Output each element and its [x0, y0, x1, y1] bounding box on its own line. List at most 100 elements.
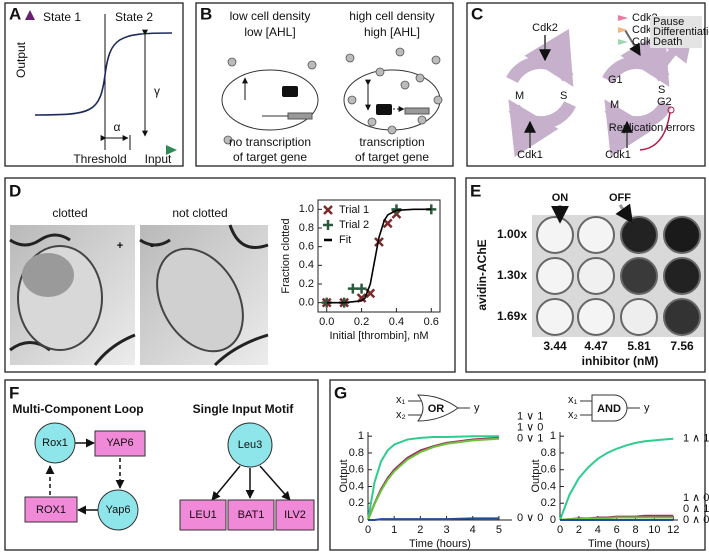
series-label: 1 ∧ 1 — [683, 433, 709, 445]
y-tick-label: 0.2 — [541, 497, 556, 509]
outcome: no transcription — [229, 135, 311, 149]
phase: G1 — [608, 74, 623, 86]
protein — [282, 86, 298, 97]
gate-output: y — [474, 402, 480, 414]
x-tick-label: 0 — [557, 524, 563, 536]
legend-marker — [323, 205, 333, 215]
phase: G2 — [657, 96, 672, 108]
legend-mark — [618, 27, 628, 33]
panel-label: C — [471, 4, 483, 23]
gate-input: x₁ — [396, 394, 406, 406]
outcome: of target gene — [355, 150, 429, 164]
legend-marker — [323, 220, 333, 230]
condition: high [AHL] — [364, 25, 420, 39]
column-label: 4.47 — [584, 339, 608, 353]
fate: Differentiation — [653, 26, 709, 38]
channel — [9, 224, 269, 367]
data-line — [326, 208, 432, 304]
y-axis-label: Fraction clotted — [280, 218, 292, 293]
x-tick-label: 0.0 — [319, 316, 334, 328]
series-label: 0 ∧ 1 — [683, 503, 709, 515]
node-label: Leu3 — [238, 439, 262, 451]
legend-label: Trial 1 — [339, 204, 369, 216]
data-line — [367, 437, 499, 521]
protein-node — [97, 489, 139, 531]
fate-box — [650, 16, 702, 48]
legend-label: Fit — [339, 234, 351, 246]
y-tick-label: 0.6 — [299, 241, 314, 253]
cell — [221, 69, 319, 131]
y-tick-label: 0.4 — [299, 259, 314, 271]
panel-label: A — [9, 4, 21, 23]
outcome: transcription — [359, 135, 424, 149]
series-label: 1 ∨ 0 — [517, 422, 543, 434]
panel-frame — [4, 379, 319, 551]
protein-node — [34, 422, 76, 464]
alpha: α — [114, 120, 121, 134]
data-point — [356, 283, 367, 294]
x-tick-label: 6 — [614, 524, 620, 536]
x-tick-label: 4 — [595, 524, 601, 536]
legend-label: Trial 2 — [339, 219, 369, 231]
panel-frame — [465, 177, 706, 373]
node-label: ROX1 — [36, 504, 66, 516]
axis-label: Input — [145, 152, 172, 166]
legend-mark — [618, 39, 628, 45]
state: OFF — [609, 192, 631, 204]
photo-caption: clotted — [52, 206, 87, 220]
protein-node — [227, 422, 273, 468]
node-label: YAP6 — [106, 437, 133, 449]
column-label: 3.44 — [543, 339, 567, 353]
gate-name: AND — [597, 403, 621, 415]
y-tick-label: 0.2 — [299, 278, 314, 290]
y-tick-label: 0.6 — [349, 464, 364, 476]
node-label: Yap6 — [106, 504, 131, 516]
panel-frame — [329, 379, 706, 551]
panel-frame — [466, 2, 706, 167]
fate: Pause — [653, 16, 684, 28]
arrow — [615, 203, 634, 224]
row-label: 1.69x — [497, 309, 527, 323]
x-tick-label: 4 — [470, 524, 476, 536]
cdk: Cdk1 — [605, 149, 631, 161]
row-label: 1.00x — [497, 227, 527, 241]
x-tick-label: 0.2 — [354, 316, 369, 328]
x-axis-label: Time (hours) — [588, 538, 650, 550]
series-label: 0 ∨ 1 — [517, 433, 543, 445]
threshold-label: Threshold — [73, 152, 126, 166]
gamma: γ — [154, 84, 160, 98]
gate-input: x₂ — [568, 409, 578, 421]
x-tick-label: 8 — [632, 524, 638, 536]
x-tick-label: 0.4 — [389, 316, 404, 328]
data-point — [374, 237, 384, 247]
plus: + — [117, 240, 123, 252]
photo-caption: not clotted — [172, 206, 227, 220]
y-axis-label: Output — [530, 459, 542, 492]
sigmoid — [34, 32, 173, 116]
phase: S — [658, 84, 665, 96]
y-tick-label: 0 — [550, 514, 556, 526]
motif-title: Single Input Motif — [193, 402, 295, 416]
axis-label: Output — [14, 41, 28, 78]
x-tick-label: 2 — [417, 524, 423, 536]
panel-frame — [4, 2, 184, 167]
node-label: BAT1 — [238, 509, 265, 521]
gene-node — [275, 499, 315, 531]
errors: Replication errors — [609, 122, 696, 134]
y-tick-label: 0.6 — [541, 464, 556, 476]
gene-node — [227, 499, 275, 531]
data-line — [367, 435, 499, 521]
condition: low cell density — [230, 9, 311, 23]
x-tick-label: 12 — [667, 524, 679, 536]
x-tick-label: 3 — [443, 524, 449, 536]
y-tick-label: 1 — [550, 430, 556, 442]
error-path — [639, 111, 671, 151]
y-tick-label: 1 — [358, 430, 364, 442]
outcome: of target gene — [233, 150, 307, 164]
error-dot — [667, 106, 675, 114]
panel-label: E — [470, 181, 481, 200]
condition: high cell density — [349, 9, 434, 23]
gate-name: OR — [428, 403, 445, 415]
gate-input: x₁ — [568, 394, 578, 406]
